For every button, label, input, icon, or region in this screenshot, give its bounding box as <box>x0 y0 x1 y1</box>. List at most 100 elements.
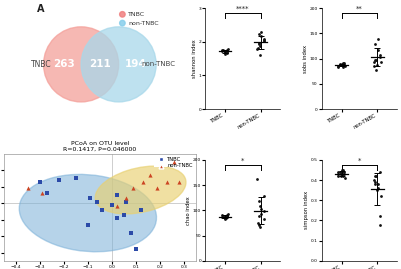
Point <box>109 203 115 207</box>
Point <box>113 216 120 220</box>
Text: 211: 211 <box>89 59 111 69</box>
Point <box>254 47 261 51</box>
Point <box>338 62 345 66</box>
Point <box>258 30 265 34</box>
Point <box>338 170 345 174</box>
Point <box>335 170 342 174</box>
Point <box>340 61 346 65</box>
Point <box>113 204 120 209</box>
Point <box>44 191 51 195</box>
Point <box>56 178 62 182</box>
Point <box>219 48 225 52</box>
Point <box>25 186 31 190</box>
Point <box>335 174 342 178</box>
Point <box>224 49 230 54</box>
Point <box>121 213 127 217</box>
Point <box>176 180 182 184</box>
Text: 263: 263 <box>53 59 75 69</box>
Point <box>377 55 384 59</box>
Point <box>99 208 105 212</box>
Y-axis label: sobs index: sobs index <box>303 45 308 73</box>
Point <box>338 174 344 178</box>
Point <box>372 174 379 178</box>
Point <box>128 231 134 235</box>
Point <box>221 217 228 221</box>
Text: non-TNBC: non-TNBC <box>142 61 176 67</box>
Circle shape <box>44 27 119 102</box>
Point <box>164 180 170 184</box>
Point <box>336 62 343 66</box>
Point <box>371 178 377 182</box>
Point <box>113 193 120 197</box>
Circle shape <box>119 20 125 26</box>
Point <box>154 186 160 190</box>
Point <box>372 42 379 47</box>
Text: TNBC: TNBC <box>128 12 145 17</box>
Point <box>374 63 380 67</box>
Point <box>222 50 228 54</box>
Point <box>338 172 344 176</box>
Point <box>219 213 225 218</box>
Point <box>338 168 345 172</box>
Point <box>372 182 379 186</box>
Point <box>219 215 225 220</box>
Point <box>338 63 344 67</box>
Point <box>130 186 137 190</box>
Point <box>377 222 383 227</box>
Point <box>377 214 384 219</box>
Point <box>85 222 91 227</box>
Point <box>377 52 383 57</box>
Point <box>224 48 230 52</box>
Point <box>373 174 379 178</box>
Point <box>261 37 267 41</box>
Point <box>123 196 130 200</box>
Point <box>375 37 381 42</box>
Point <box>371 180 378 184</box>
Point <box>340 174 346 178</box>
Point <box>223 50 229 54</box>
Point <box>335 65 342 69</box>
Circle shape <box>119 12 125 17</box>
Y-axis label: chao index: chao index <box>186 196 191 225</box>
Point <box>377 194 384 198</box>
Point <box>222 216 228 221</box>
Point <box>219 49 225 53</box>
Text: *: * <box>358 158 361 164</box>
Text: **: ** <box>356 6 363 12</box>
Text: non-TNBC: non-TNBC <box>128 21 159 26</box>
Point <box>373 68 380 72</box>
Point <box>225 212 232 216</box>
Point <box>39 191 46 195</box>
Point <box>255 199 262 203</box>
Point <box>258 207 264 211</box>
Point <box>37 180 43 184</box>
Text: TNBC: TNBC <box>31 60 51 69</box>
Point <box>261 194 267 198</box>
Y-axis label: simpson index: simpson index <box>304 191 309 229</box>
Point <box>256 214 263 219</box>
Point <box>340 172 347 176</box>
Point <box>338 63 345 67</box>
Point <box>375 47 381 52</box>
Point <box>222 214 228 218</box>
Point <box>257 52 263 57</box>
Point <box>73 176 79 180</box>
Point <box>377 60 384 64</box>
Point <box>338 172 345 176</box>
Point <box>123 199 130 204</box>
Point <box>221 50 228 54</box>
Point <box>372 58 379 62</box>
Point <box>256 222 262 227</box>
Legend: TNBC, non-TNBC: TNBC, non-TNBC <box>155 156 193 169</box>
Point <box>220 48 227 52</box>
Point <box>256 41 263 46</box>
Y-axis label: shannon index: shannon index <box>192 39 197 78</box>
Point <box>220 215 227 219</box>
Point <box>147 173 154 177</box>
Point <box>223 216 229 220</box>
Point <box>261 38 267 42</box>
Point <box>87 196 93 200</box>
Point <box>133 247 139 252</box>
Point <box>340 61 347 65</box>
Point <box>342 64 348 68</box>
